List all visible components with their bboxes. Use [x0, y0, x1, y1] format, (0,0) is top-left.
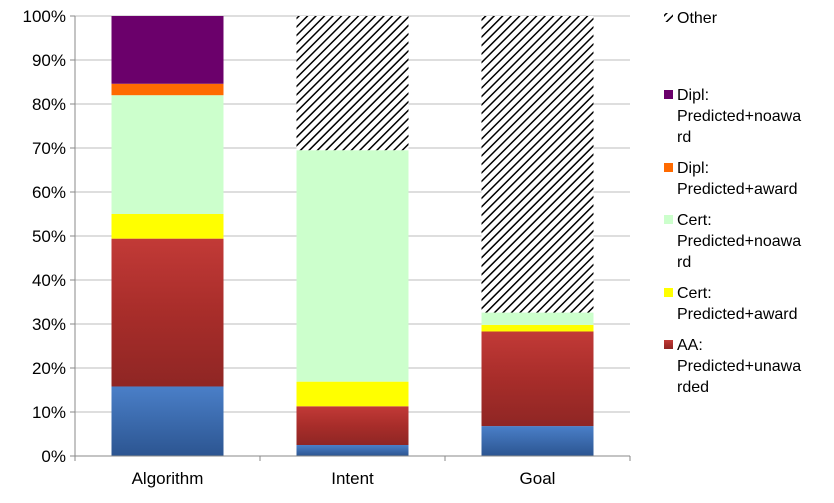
legend-label: Other [677, 10, 718, 27]
legend-label: Cert: [677, 212, 712, 229]
legend-label: Dipl: [677, 87, 709, 104]
x-category-label: Algorithm [132, 469, 204, 488]
legend-item-other: Other [664, 10, 718, 27]
legend-label: Predicted+noawa [677, 108, 801, 125]
bar-segment-cert_noaward [111, 95, 224, 214]
legend-item-cert_award: Cert: Predicted+award [664, 285, 798, 323]
legend-swatch [664, 163, 673, 172]
bar-segment-other [481, 16, 594, 313]
y-tick-label: 40% [32, 271, 66, 290]
y-tick-label: 100% [23, 7, 66, 26]
bar-segment-cert_noaward [296, 150, 409, 382]
bar-segment-dipl_noaward [111, 16, 224, 84]
legend-label: AA: [677, 337, 703, 354]
bar-segment-blue [296, 445, 409, 456]
y-tick-label: 0% [41, 447, 66, 466]
bar-segment-cert_award [111, 214, 224, 239]
legend-swatch [664, 90, 673, 99]
y-tick-label: 70% [32, 139, 66, 158]
legend-item-dipl_award: Dipl: Predicted+award [664, 160, 798, 198]
y-tick-label: 50% [32, 227, 66, 246]
legend-swatch [664, 215, 673, 224]
y-tick-label: 20% [32, 359, 66, 378]
legend-label: rd [677, 254, 691, 271]
legend-label: Cert: [677, 285, 712, 302]
legend-label: rd [677, 129, 691, 146]
legend-item-cert_noaward: Cert: Predicted+noawa rd [664, 212, 801, 271]
bar-segment-blue [111, 386, 224, 456]
legend: Other Dipl: Predicted+noawa rd Dipl: Predicte… [664, 10, 801, 396]
legend-swatch [664, 13, 673, 22]
x-category-label: Intent [331, 469, 374, 488]
bar-segment-cert_award [296, 381, 409, 407]
bar-segment-cert_noaward [481, 312, 594, 325]
legend-item-aa: AA: Predicted+unawa rded [664, 337, 801, 396]
bar-segment-aa [111, 238, 224, 387]
y-tick-label: 90% [32, 51, 66, 70]
bar-segment-other [296, 16, 409, 151]
y-axis-ticks: 0% 10% 20% 30% 40% 50% 60% 70% 80% 90% 100% [23, 7, 75, 466]
x-axis-labels: Algorithm Intent Goal [132, 469, 556, 488]
legend-swatch [664, 340, 673, 349]
legend-label: Predicted+award [677, 306, 798, 323]
bar-segment-blue [481, 426, 594, 456]
y-tick-label: 10% [32, 403, 66, 422]
axes [74, 16, 631, 461]
y-tick-label: 80% [32, 95, 66, 114]
bars [111, 16, 594, 456]
legend-swatch [664, 288, 673, 297]
legend-item-dipl_noaward: Dipl: Predicted+noawa rd [664, 87, 801, 146]
bar-segment-dipl_award [111, 83, 224, 96]
legend-label: Predicted+unawa [677, 358, 801, 375]
x-category-label: Goal [520, 469, 556, 488]
legend-label: Dipl: [677, 160, 709, 177]
y-tick-label: 30% [32, 315, 66, 334]
y-tick-label: 60% [32, 183, 66, 202]
legend-label: Predicted+noawa [677, 233, 801, 250]
bar-segment-aa [296, 406, 409, 445]
bar-segment-aa [481, 331, 594, 427]
legend-label: Predicted+award [677, 181, 798, 198]
bar-segment-cert_award [481, 324, 594, 332]
legend-label: rded [677, 379, 709, 396]
